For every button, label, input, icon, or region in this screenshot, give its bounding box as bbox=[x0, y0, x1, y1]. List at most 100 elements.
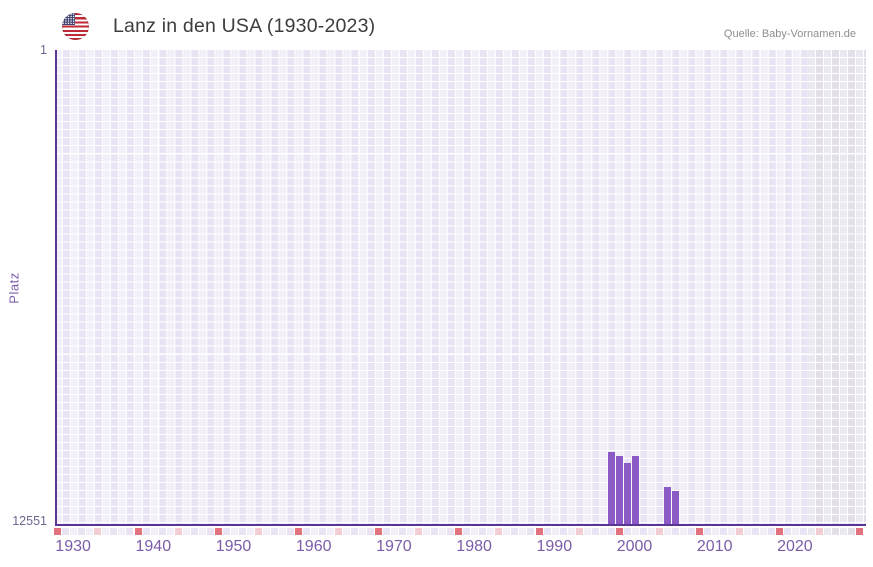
strip-cell-1944 bbox=[166, 527, 174, 535]
x-tick-label-1960: 1960 bbox=[295, 538, 332, 555]
strip-cell-1937 bbox=[110, 527, 118, 535]
strip-cell-1996 bbox=[583, 527, 591, 535]
rank-bar-1999[interactable] bbox=[608, 452, 616, 524]
strip-cell-1948 bbox=[198, 527, 206, 535]
strip-cell-2014 bbox=[727, 527, 735, 535]
strip-cell-2016 bbox=[744, 527, 752, 535]
strip-cell-1966 bbox=[343, 527, 351, 535]
source-attribution: Quelle: Baby-Vornamen.de bbox=[723, 28, 856, 40]
strip-cell-1974 bbox=[407, 527, 415, 535]
strip-cell-1977 bbox=[431, 527, 439, 535]
strip-cell-1943 bbox=[158, 527, 166, 535]
strip-cell-1973 bbox=[399, 527, 407, 535]
strip-cell-1933 bbox=[78, 527, 86, 535]
strip-cell-1968 bbox=[359, 527, 367, 535]
strip-cell-1961 bbox=[302, 527, 310, 535]
strip-cell-1971 bbox=[383, 527, 391, 535]
x-axis-line bbox=[54, 523, 867, 526]
strip-cell-1986 bbox=[503, 527, 511, 535]
rank-bar-2001[interactable] bbox=[624, 462, 632, 524]
x-tick-label-2020: 2020 bbox=[777, 538, 813, 555]
strip-cell-2013 bbox=[719, 527, 727, 535]
x-tick-label-1930: 1930 bbox=[55, 538, 91, 555]
strip-cell-1984 bbox=[487, 527, 495, 535]
strip-cell-1951 bbox=[222, 527, 230, 535]
strip-cell-1967 bbox=[351, 527, 359, 535]
strip-cell-2028 bbox=[840, 527, 848, 535]
y-axis-title: Platz bbox=[6, 272, 22, 304]
strip-cell-1932 bbox=[70, 527, 78, 535]
decade-marker-1950 bbox=[214, 527, 222, 535]
strip-cell-1976 bbox=[423, 527, 431, 535]
y-axis-min-label: 12551 bbox=[12, 514, 47, 528]
strip-cell-1942 bbox=[150, 527, 158, 535]
strip-cell-1991 bbox=[543, 527, 551, 535]
strip-cell-1994 bbox=[567, 527, 575, 535]
x-tick-label-2010: 2010 bbox=[696, 538, 733, 555]
strip-cell-1939 bbox=[126, 527, 134, 535]
x-tick-label-1980: 1980 bbox=[456, 538, 492, 555]
strip-cell-2019 bbox=[768, 527, 776, 535]
strip-cell-1979 bbox=[447, 527, 455, 535]
decade-marker-1940 bbox=[134, 527, 142, 535]
strip-cell-2023 bbox=[800, 527, 808, 535]
strip-cell-1972 bbox=[391, 527, 399, 535]
x-tick-label-1990: 1990 bbox=[536, 538, 573, 555]
us-flag-icon bbox=[62, 13, 89, 40]
strip-cell-2022 bbox=[792, 527, 800, 535]
strip-cell-1964 bbox=[326, 527, 334, 535]
strip-cell-2029 bbox=[848, 527, 856, 535]
strip-cell-2009 bbox=[687, 527, 695, 535]
strip-cell-1953 bbox=[238, 527, 246, 535]
strip-cell-2001 bbox=[623, 527, 631, 535]
strip-cell-1934 bbox=[86, 527, 94, 535]
decade-marker-2030 bbox=[856, 527, 864, 535]
decade-marker-1990 bbox=[535, 527, 543, 535]
strip-cell-1949 bbox=[206, 527, 214, 535]
mid-decade-marker-1945 bbox=[174, 527, 182, 535]
strip-cell-1969 bbox=[367, 527, 375, 535]
strip-cell-2027 bbox=[832, 527, 840, 535]
strip-cell-1993 bbox=[559, 527, 567, 535]
plot-area bbox=[56, 49, 866, 524]
strip-cell-1982 bbox=[471, 527, 479, 535]
y-axis-line bbox=[54, 49, 57, 526]
x-tick-label-1950: 1950 bbox=[215, 538, 252, 555]
rank-bar-2000[interactable] bbox=[616, 456, 624, 524]
strip-cell-1963 bbox=[318, 527, 326, 535]
strip-cell-1999 bbox=[607, 527, 615, 535]
mid-decade-marker-1985 bbox=[495, 527, 503, 535]
mid-decade-marker-1975 bbox=[415, 527, 423, 535]
mid-decade-marker-1955 bbox=[254, 527, 262, 535]
strip-cell-1958 bbox=[278, 527, 286, 535]
strip-cell-1978 bbox=[439, 527, 447, 535]
decade-marker-2010 bbox=[695, 527, 703, 535]
strip-cell-1931 bbox=[62, 527, 70, 535]
rank-bar-2007[interactable] bbox=[672, 491, 680, 524]
strip-cell-1992 bbox=[551, 527, 559, 535]
strip-cell-1938 bbox=[118, 527, 126, 535]
y-axis-max-label: 1 bbox=[40, 43, 47, 57]
decade-marker-2020 bbox=[776, 527, 784, 535]
x-tick-label-1940: 1940 bbox=[135, 538, 172, 555]
strip-cell-1988 bbox=[519, 527, 527, 535]
strip-cell-1998 bbox=[599, 527, 607, 535]
decade-marker-1960 bbox=[294, 527, 302, 535]
rank-bar-2006[interactable] bbox=[664, 486, 672, 524]
strip-cell-2008 bbox=[679, 527, 687, 535]
future-years-band bbox=[808, 49, 866, 524]
x-tick-label-2000: 2000 bbox=[616, 538, 653, 555]
rank-bar-2002[interactable] bbox=[632, 455, 640, 524]
strip-cell-1946 bbox=[182, 527, 190, 535]
strip-cell-1957 bbox=[270, 527, 278, 535]
chart-title: Lanz in den USA (1930-2023) bbox=[113, 15, 376, 37]
strip-cell-1954 bbox=[246, 527, 254, 535]
strip-cell-1941 bbox=[142, 527, 150, 535]
strip-cell-2006 bbox=[663, 527, 671, 535]
strip-cell-1947 bbox=[190, 527, 198, 535]
strip-cell-2007 bbox=[671, 527, 679, 535]
us-flag-canton bbox=[62, 13, 75, 25]
decade-marker-2000 bbox=[615, 527, 623, 535]
strip-cell-2004 bbox=[647, 527, 655, 535]
